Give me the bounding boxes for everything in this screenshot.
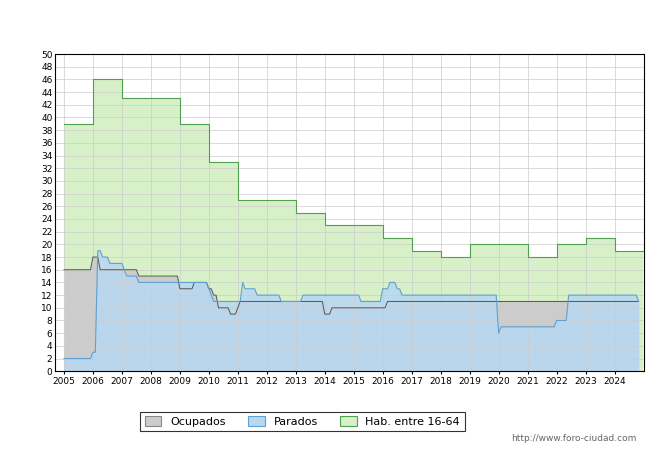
- Text: Cabezón de Valderaduey - Evolucion de la poblacion en edad de Trabajar Noviembre: Cabezón de Valderaduey - Evolucion de la…: [25, 18, 625, 29]
- Text: http://www.foro-ciudad.com: http://www.foro-ciudad.com: [512, 434, 637, 443]
- Legend: Ocupados, Parados, Hab. entre 16-64: Ocupados, Parados, Hab. entre 16-64: [140, 412, 465, 432]
